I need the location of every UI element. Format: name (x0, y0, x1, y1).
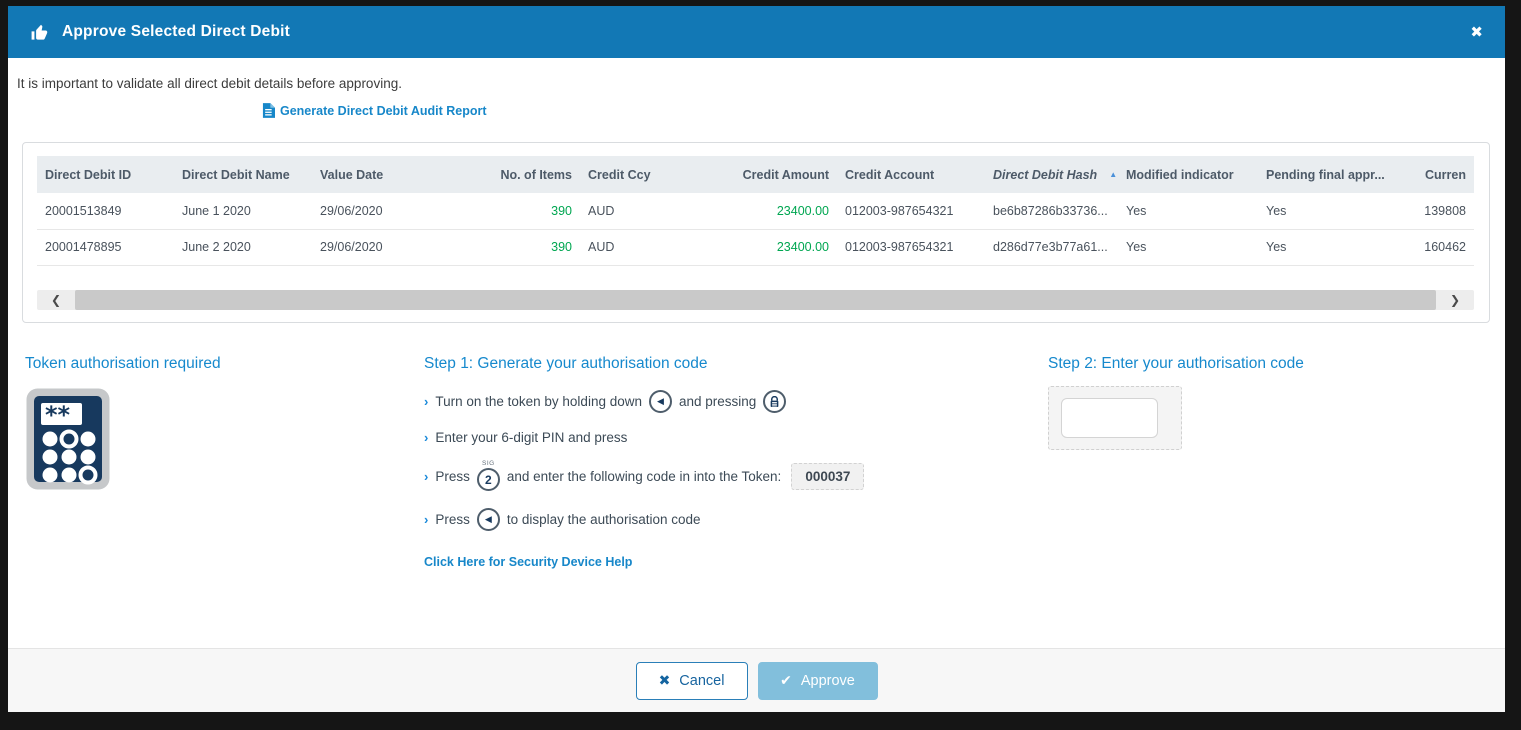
bullet1-text-mid: and pressing (678, 394, 757, 409)
cell-no-of-items: 390 (492, 229, 580, 266)
horizontal-scrollbar[interactable]: ❮ ❯ (37, 290, 1474, 310)
token-lock-button-icon (763, 390, 787, 413)
col-value-date[interactable]: Value Date (312, 156, 492, 193)
sig-button-number: 2 (485, 472, 492, 487)
cell-credit-account: 012003-987654321 (837, 229, 985, 266)
bullet-chevron-icon: › (424, 512, 429, 527)
generate-audit-report-link[interactable]: Generate Direct Debit Audit Report (262, 103, 487, 118)
document-icon (262, 103, 275, 118)
modal-body: It is important to validate all direct d… (8, 58, 1505, 648)
bullet1-text-pre: Turn on the token by holding down (435, 394, 642, 409)
cell-modified-indicator: Yes (1118, 193, 1258, 230)
close-icon[interactable]: ✖ (1470, 24, 1483, 41)
cell-direct-debit-id: 20001513849 (37, 193, 174, 230)
cell-credit-ccy: AUD (580, 229, 680, 266)
modal-header: Approve Selected Direct Debit ✖ (8, 6, 1505, 58)
step1-bullet-4: › Press ◀ to display the authorisation c… (424, 508, 894, 531)
approve-button[interactable]: ✔ Approve (757, 661, 878, 700)
cell-pending-final-approval: Yes (1258, 193, 1396, 230)
sig-tag-label: SIG (482, 460, 495, 467)
cell-direct-debit-name: June 2 2020 (174, 229, 312, 266)
scroll-left-icon[interactable]: ❮ (50, 293, 62, 307)
table-header-row: Direct Debit ID Direct Debit Name Value … (37, 156, 1474, 193)
direct-debit-table-panel: Direct Debit ID Direct Debit Name Value … (22, 142, 1490, 323)
cell-direct-debit-name: June 1 2020 (174, 193, 312, 230)
bullet-chevron-icon: › (424, 469, 429, 484)
security-device-help-link[interactable]: Click Here for Security Device Help (424, 555, 633, 569)
token-authorisation-section: Token authorisation required ** (25, 355, 221, 496)
cell-direct-debit-hash: d286d77e3b77a61... (985, 229, 1118, 266)
col-direct-debit-hash-label: Direct Debit Hash (993, 167, 1098, 182)
left-arrow-glyph: ◀ (484, 514, 492, 524)
col-currency-truncated[interactable]: Curren (1396, 156, 1474, 193)
cancel-x-icon: ✖ (658, 672, 671, 688)
modal-title: Approve Selected Direct Debit (62, 23, 291, 40)
cell-value-date: 29/06/2020 (312, 229, 492, 266)
table-empty-area (37, 266, 1474, 291)
cancel-button[interactable]: ✖ Cancel (635, 661, 748, 700)
step1-bullet-2: › Enter your 6-digit PIN and press (424, 430, 894, 445)
step1-bullet-1: › Turn on the token by holding down ◀ an… (424, 390, 894, 413)
bullet3-text-post: and enter the following code in into the… (506, 469, 782, 484)
bullet4-text-post: to display the authorisation code (506, 512, 701, 527)
bullet2-text: Enter your 6-digit PIN and press (435, 430, 628, 445)
col-no-of-items[interactable]: No. of Items (492, 156, 580, 193)
cell-modified-indicator: Yes (1118, 229, 1258, 266)
cell-credit-ccy: AUD (580, 193, 680, 230)
step1-section: Step 1: Generate your authorisation code… (424, 355, 894, 569)
col-direct-debit-hash[interactable]: Direct Debit Hash ▲ (985, 156, 1118, 193)
cell-credit-amount: 23400.00 (680, 229, 837, 266)
intro-text: It is important to validate all direct d… (17, 76, 402, 91)
scroll-right-icon[interactable]: ❯ (1449, 293, 1461, 307)
cell-direct-debit-hash: be6b87286b33736... (985, 193, 1118, 230)
table-row[interactable]: 20001478895 June 2 2020 29/06/2020 390 A… (37, 229, 1474, 266)
token-ok-button-icon: ◀ (648, 390, 672, 413)
bullet-chevron-icon: › (424, 430, 429, 445)
cancel-button-label: Cancel (679, 672, 725, 689)
approve-button-label: Approve (800, 672, 855, 689)
thumbs-up-icon (30, 23, 49, 42)
col-credit-amount[interactable]: Credit Amount (680, 156, 837, 193)
direct-debit-table: Direct Debit ID Direct Debit Name Value … (37, 156, 1474, 266)
step1-heading: Step 1: Generate your authorisation code (424, 355, 708, 372)
approve-check-icon: ✔ (780, 672, 792, 688)
bullet4-text-pre: Press (435, 512, 470, 527)
left-arrow-glyph: ◀ (657, 396, 664, 406)
col-credit-account[interactable]: Credit Account (837, 156, 985, 193)
security-token-icon: ** (25, 387, 221, 496)
auth-code-panel (1048, 386, 1182, 450)
cell-currency: 160462 (1396, 229, 1474, 266)
scrollbar-thumb[interactable] (75, 290, 1436, 310)
step2-section: Step 2: Enter your authorisation code (1048, 355, 1304, 450)
bullet3-text-pre: Press (435, 469, 470, 484)
col-pending-final-approval[interactable]: Pending final appr... (1258, 156, 1396, 193)
auth-code-input[interactable] (1061, 398, 1158, 438)
cell-currency: 139808 (1396, 193, 1474, 230)
token-heading: Token authorisation required (25, 355, 221, 372)
challenge-code-box: 000037 (791, 463, 865, 490)
bullet-chevron-icon: › (424, 394, 429, 409)
step2-heading: Step 2: Enter your authorisation code (1048, 355, 1304, 372)
step1-bullet-3: › Press SIG 2 and enter the following co… (424, 460, 894, 491)
table-row[interactable]: 20001513849 June 1 2020 29/06/2020 390 A… (37, 193, 1474, 230)
col-direct-debit-id[interactable]: Direct Debit ID (37, 156, 174, 193)
cell-credit-amount: 23400.00 (680, 193, 837, 230)
token-ok-button-icon: ◀ (476, 508, 500, 531)
col-modified-indicator[interactable]: Modified indicator (1118, 156, 1258, 193)
modal-footer: ✖ Cancel ✔ Approve (8, 648, 1505, 712)
col-direct-debit-name[interactable]: Direct Debit Name (174, 156, 312, 193)
cell-value-date: 29/06/2020 (312, 193, 492, 230)
col-credit-ccy[interactable]: Credit Ccy (580, 156, 680, 193)
approve-direct-debit-modal: Approve Selected Direct Debit ✖ It is im… (8, 6, 1505, 712)
cell-direct-debit-id: 20001478895 (37, 229, 174, 266)
cell-no-of-items: 390 (492, 193, 580, 230)
audit-report-link-label: Generate Direct Debit Audit Report (280, 103, 487, 118)
svg-text:**: ** (45, 401, 71, 429)
cell-credit-account: 012003-987654321 (837, 193, 985, 230)
cell-pending-final-approval: Yes (1258, 229, 1396, 266)
token-sig-button-icon: SIG 2 (476, 460, 500, 491)
sort-ascending-icon: ▲ (1109, 169, 1118, 179)
